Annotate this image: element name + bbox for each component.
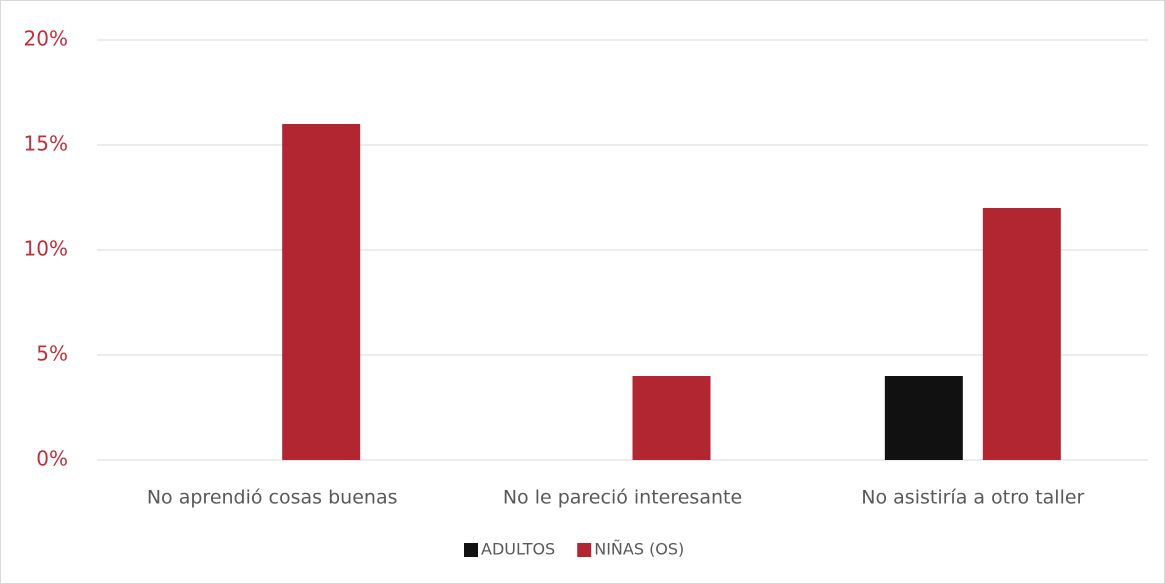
legend-label: NIÑAS (OS) [594,540,684,559]
legend-swatch [464,543,478,557]
y-tick-label: 20% [24,27,68,51]
x-tick-label: No le pareció interesante [503,487,742,509]
bar [282,124,361,460]
y-tick-label: 10% [24,237,68,261]
bar [982,208,1061,460]
y-tick-label: 5% [36,342,68,366]
y-tick-label: 0% [36,447,68,471]
bar [632,376,711,460]
bar [884,376,963,460]
y-tick-label: 15% [24,132,68,156]
x-tick-label: No aprendió cosas buenas [147,487,398,509]
x-tick-label: No asistiría a otro taller [861,487,1084,509]
legend-swatch [577,543,592,557]
legend-label: ADULTOS [481,540,555,559]
